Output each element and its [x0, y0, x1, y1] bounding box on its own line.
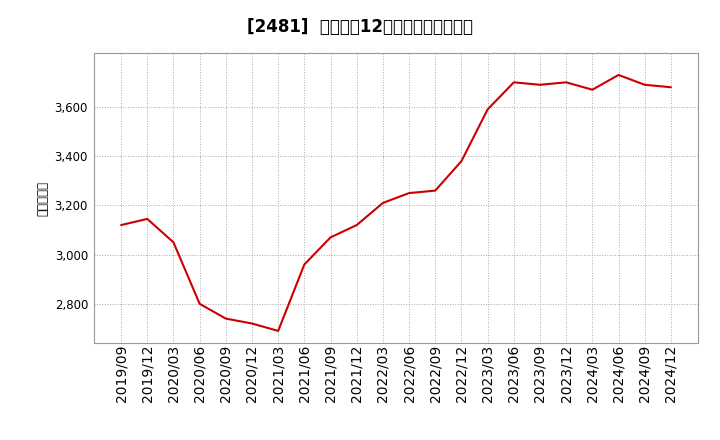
Y-axis label: （百万円）: （百万円）	[36, 180, 49, 216]
Text: [2481]  売上高の12か月移動合計の推移: [2481] 売上高の12か月移動合計の推移	[247, 18, 473, 36]
